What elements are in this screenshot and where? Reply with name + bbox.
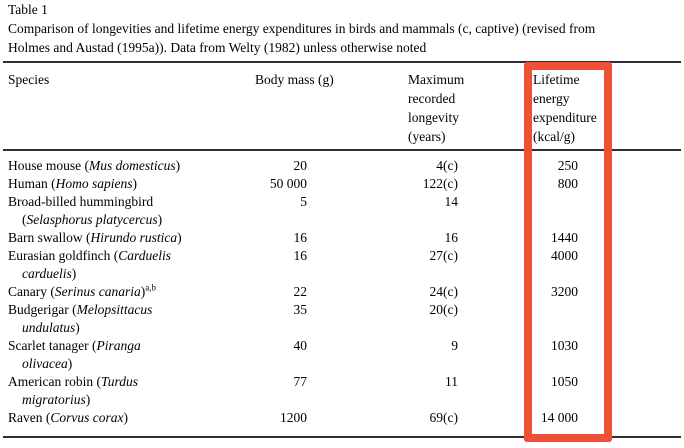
energy-cell: 1050	[551, 374, 578, 389]
table-body: House mouse (Mus domesticus) 20 4(c) 250 Hum…	[0, 157, 684, 427]
species-cell: Scarlet tanager (Piranga olivacea)	[8, 338, 141, 371]
species-cell: Canary (Serinus canaria)a,b	[8, 282, 156, 299]
body-mass-cell: 5	[300, 194, 307, 209]
longevity-cell: 69(c)	[429, 410, 458, 425]
table-row: Canary (Serinus canaria)a,b 22 24(c) 3200	[0, 283, 684, 301]
energy-cell: 4000	[551, 248, 578, 263]
body-mass-cell: 22	[293, 284, 308, 299]
species-cell: House mouse (Mus domesticus)	[8, 158, 181, 173]
body-mass-cell: 16	[293, 230, 308, 245]
col-header-longevity: Maximum recorded longevity (years)	[408, 72, 465, 144]
table-row: Budgerigar (Melopsittacus undulatus) 35 20(…	[0, 301, 684, 337]
col-header-species: Species	[8, 72, 50, 87]
table-row: House mouse (Mus domesticus) 20 4(c) 250	[0, 157, 684, 175]
energy-cell: 250	[557, 158, 578, 173]
caption-line-1: Comparison of longevities and lifetime e…	[8, 21, 596, 36]
species-cell: Broad-billed hummingbird (Selasphorus pla…	[8, 194, 163, 227]
longevity-cell: 16	[444, 230, 459, 245]
body-mass-cell: 35	[293, 302, 308, 317]
species-cell: Barn swallow (Hirundo rustica)	[8, 230, 182, 245]
body-mass-cell: 50 000	[269, 176, 307, 191]
longevity-cell: 20(c)	[429, 302, 458, 317]
table-row: Broad-billed hummingbird (Selasphorus pla…	[0, 193, 684, 229]
body-mass-cell: 40	[293, 338, 308, 353]
table-row: American robin (Turdus migratorius) 77 11 10…	[0, 373, 684, 409]
species-cell: American robin (Turdus migratorius)	[8, 374, 138, 407]
longevity-cell: 24(c)	[429, 284, 458, 299]
longevity-cell: 122(c)	[422, 176, 458, 191]
energy-cell: 800	[557, 176, 578, 191]
body-mass-cell: 20	[293, 158, 308, 173]
energy-cell: 1030	[551, 338, 578, 353]
body-mass-cell: 16	[293, 248, 308, 263]
longevity-cell: 14	[444, 194, 459, 209]
species-cell: Eurasian goldfinch (Carduelis carduelis)	[8, 248, 171, 281]
longevity-cell: 9	[451, 338, 458, 353]
body-mass-cell: 1200	[280, 410, 307, 425]
species-cell: Human (Homo sapiens)	[8, 176, 137, 191]
col-header-body-mass: Body mass (g)	[255, 72, 334, 87]
table-row: Raven (Corvus corax) 1200 69(c) 14 000	[0, 409, 684, 427]
table-top-rule	[3, 61, 681, 63]
longevity-cell: 4(c)	[436, 158, 458, 173]
table-title: Table 1	[8, 2, 48, 17]
table-header-rule	[3, 149, 681, 151]
table-row: Human (Homo sapiens) 50 000 122(c) 800	[0, 175, 684, 193]
table-row: Barn swallow (Hirundo rustica) 16 16 1440	[0, 229, 684, 247]
species-cell: Budgerigar (Melopsittacus undulatus)	[8, 302, 153, 335]
col-header-energy: Lifetime energy expenditure (kcal/g)	[533, 72, 597, 144]
energy-cell: 1440	[551, 230, 578, 245]
table-bottom-rule	[3, 436, 681, 438]
energy-cell: 3200	[551, 284, 578, 299]
longevity-cell: 11	[445, 374, 458, 389]
species-cell: Raven (Corvus corax)	[8, 410, 128, 425]
body-mass-cell: 77	[293, 374, 308, 389]
table-row: Scarlet tanager (Piranga olivacea) 40 9 1030	[0, 337, 684, 373]
energy-cell: 14 000	[540, 410, 578, 425]
caption-line-2: Holmes and Austad (1995a)). Data from We…	[8, 39, 427, 55]
longevity-cell: 27(c)	[429, 248, 458, 263]
table-row: Eurasian goldfinch (Carduelis carduelis) 1…	[0, 247, 684, 283]
table-caption: Comparison of longevities and lifetime e…	[8, 20, 680, 57]
